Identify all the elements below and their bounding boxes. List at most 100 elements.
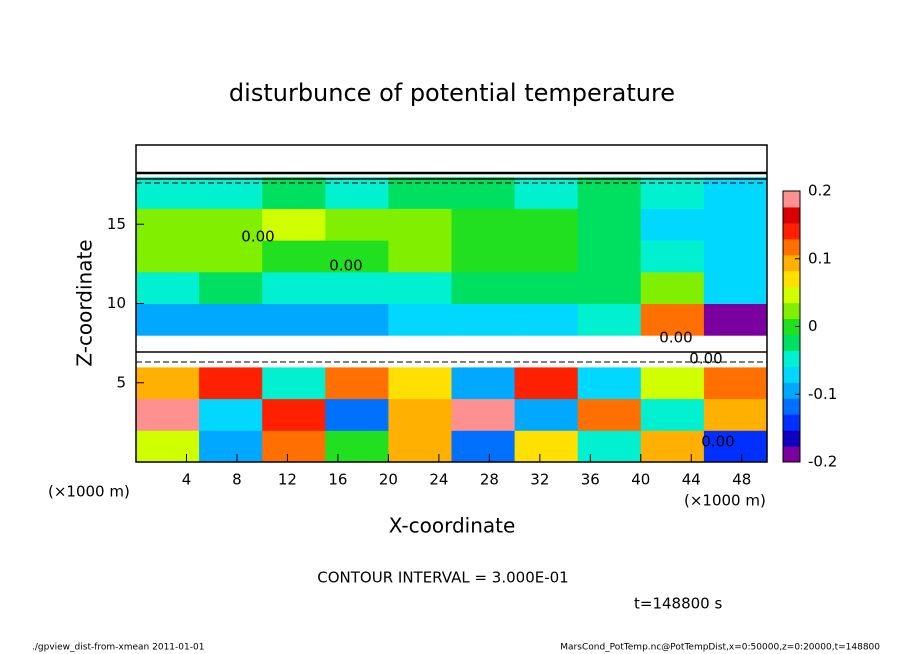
heat-cell	[199, 208, 263, 241]
heat-cell	[703, 240, 768, 273]
contour-label: 0.00	[689, 350, 722, 368]
x-tick-label: 48	[732, 471, 751, 489]
heat-cell	[199, 271, 263, 304]
colorbar-cell	[783, 191, 800, 208]
heat-cell	[325, 366, 389, 400]
colorbar-cell	[783, 382, 800, 399]
x-tick-label: 12	[278, 471, 297, 489]
heat-cell	[262, 271, 326, 304]
heat-cell	[640, 208, 705, 241]
heat-cell	[388, 398, 452, 431]
heat-cell	[640, 398, 705, 431]
heat-cell	[262, 176, 326, 209]
colorbar-tick-label: 0.2	[808, 182, 832, 200]
heat-cell	[514, 271, 579, 304]
colorbar-tick-label: 0.1	[808, 249, 832, 267]
heat-cell	[703, 176, 768, 209]
heat-cell	[451, 366, 516, 400]
heat-cell	[640, 303, 705, 336]
heat-cell	[577, 176, 642, 209]
heat-cell	[451, 430, 516, 463]
x-tick-label: 28	[480, 471, 499, 489]
heat-cell	[199, 303, 263, 336]
heat-cell	[577, 398, 642, 431]
heat-cell	[514, 176, 579, 209]
heat-cell	[136, 366, 200, 400]
heat-cell	[388, 176, 452, 209]
heat-cell	[451, 240, 516, 273]
y-unit: (×1000 m)	[48, 483, 130, 501]
heat-cell	[577, 303, 642, 336]
colorbar-cell	[783, 206, 800, 224]
contour-interval: CONTOUR INTERVAL = 3.000E-01	[317, 569, 568, 587]
colorbar-tick-label: -0.2	[808, 453, 837, 471]
heat-cell	[577, 208, 642, 241]
contour-label: 0.00	[329, 257, 362, 275]
heat-cell	[199, 176, 263, 209]
heat-cell	[703, 208, 768, 241]
heat-cell	[388, 208, 452, 241]
heat-cell	[703, 303, 768, 336]
colorbar-cell	[783, 350, 800, 367]
colorbar-cell	[783, 302, 800, 320]
heat-cell	[640, 176, 705, 209]
y-tick-label: 15	[107, 215, 126, 233]
colorbar-cell	[783, 254, 800, 272]
heat-cell	[388, 271, 452, 304]
y-tick-label: 5	[116, 373, 126, 391]
colorbar-cell	[783, 222, 800, 240]
footer-right: MarsCond_PotTemp.nc@PotTempDist,x=0:5000…	[560, 643, 880, 653]
x-tick-label: 4	[182, 471, 192, 489]
x-tick-label: 16	[328, 471, 347, 489]
heat-cell	[640, 271, 705, 304]
chart-title: disturbunce of potential temperature	[229, 79, 675, 107]
x-tick-label: 20	[379, 471, 398, 489]
colorbar-cell	[783, 286, 800, 304]
heat-cell	[703, 366, 768, 400]
heat-cell	[262, 240, 326, 273]
heat-cell	[199, 430, 263, 463]
contour-label: 0.00	[241, 228, 274, 246]
heat-cell	[388, 303, 452, 336]
heat-cell	[262, 430, 326, 463]
heat-cell	[514, 208, 579, 241]
heat-cell	[703, 271, 768, 304]
heat-cell	[325, 430, 389, 463]
colorbar-cell	[783, 398, 800, 415]
heat-cell	[325, 208, 389, 241]
x-tick-label: 32	[530, 471, 549, 489]
heat-cell	[136, 398, 200, 431]
heat-cell	[388, 430, 452, 463]
x-tick-label: 40	[631, 471, 650, 489]
heat-cell	[136, 271, 200, 304]
colorbar-tick-label: 0	[808, 317, 818, 335]
heat-cell	[640, 430, 705, 463]
heat-cell	[325, 303, 389, 336]
heat-cell	[199, 366, 263, 400]
heat-cell	[577, 430, 642, 463]
heat-cell	[451, 398, 516, 431]
heat-cell	[451, 271, 516, 304]
heat-cell	[577, 366, 642, 400]
heat-cell	[703, 398, 768, 431]
heat-cell	[325, 398, 389, 431]
heat-cell	[514, 430, 579, 463]
heat-cell	[577, 240, 642, 273]
heat-cell	[136, 430, 200, 463]
colorbar-cell	[783, 446, 800, 463]
heat-cell	[262, 208, 326, 241]
colorbar-cell	[783, 334, 800, 351]
heat-cell	[451, 176, 516, 209]
colorbar-cell	[783, 430, 800, 447]
heat-cell	[136, 240, 200, 273]
footer-left: ./gpview_dist-from-xmean 2011-01-01	[32, 643, 204, 653]
heat-cell	[451, 303, 516, 336]
heat-cell	[514, 303, 579, 336]
colorbar-tick-label: -0.1	[808, 385, 837, 403]
heat-cell	[325, 240, 389, 273]
heat-cell	[136, 176, 200, 209]
colorbar-cell	[783, 414, 800, 431]
y-tick-label: 10	[107, 294, 126, 312]
heat-cell	[640, 366, 705, 400]
